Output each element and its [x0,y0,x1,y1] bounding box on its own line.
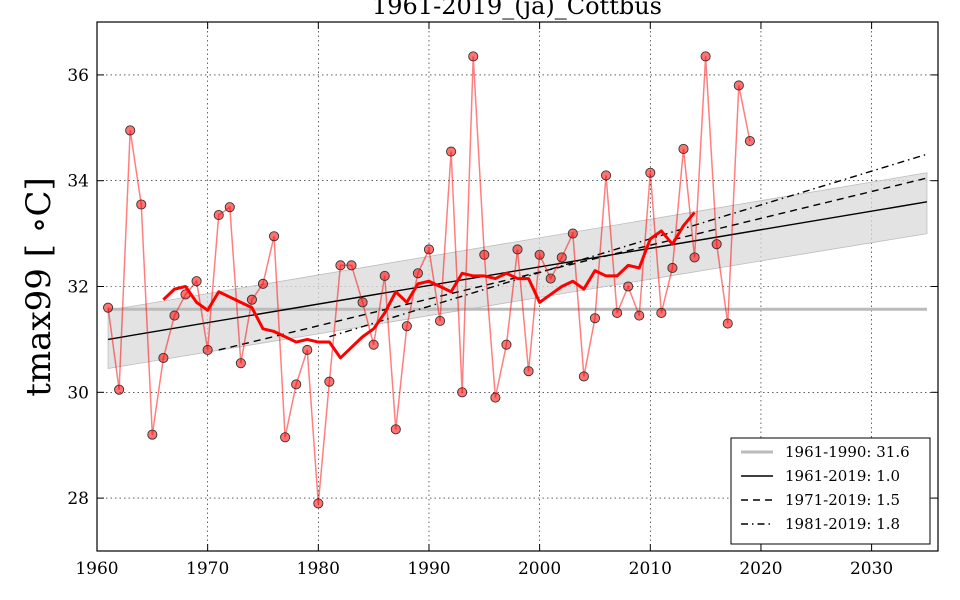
data-point [446,146,457,157]
data-point [556,252,567,263]
data-point [191,276,202,287]
data-point [733,80,744,91]
data-point [213,210,224,221]
x-tick-label: 2020 [739,559,782,579]
data-point [412,268,423,279]
data-point [401,321,412,332]
y-tick-label: 32 [67,278,89,298]
data-point [269,231,280,242]
data-point [169,310,180,321]
data-point [280,432,291,443]
data-point [534,249,545,260]
data-point [501,339,512,350]
data-point [302,344,313,356]
data-point [357,297,368,308]
trend-line [107,201,928,341]
axis-ticks: 1960 1970 1980 1990 2000 2010 2020 2030 28 30 32 34… [67,22,938,579]
legend-box [730,437,931,545]
data-point [711,239,722,250]
y-axis-label: tmax99 [ ∘C] [19,177,59,396]
x-tick-label: 1980 [297,559,340,579]
data-point [114,384,125,395]
chart-title: 1961-2019_(ja)_Cottbus [372,0,662,20]
data-point [468,51,479,62]
data-point [589,313,601,324]
data-point [257,278,269,289]
data-point [423,244,435,255]
grid [96,22,938,551]
x-tick-label: 1960 [75,559,118,579]
x-tick-label: 1970 [186,559,229,579]
data-point [313,498,324,509]
data-point [246,294,257,305]
data-point [324,376,335,387]
data-point [379,270,390,281]
trend-line [329,153,928,338]
data-point [235,358,246,369]
y-tick-label: 28 [67,489,89,509]
data-point [147,429,158,440]
data-point [689,252,700,263]
x-tick-label: 2010 [629,559,672,579]
data-point [335,260,346,271]
data-point [523,366,534,377]
data-point [600,170,612,181]
data-point [578,371,589,382]
y-tick-label: 34 [67,172,89,192]
data-point [224,202,235,213]
data-point [700,51,711,62]
x-tick-label: 1990 [407,559,450,579]
data-point [744,135,755,147]
data-point [645,167,656,178]
trend-line [218,177,928,351]
data-point [291,379,302,390]
data-point [103,302,114,313]
data-point [722,318,733,329]
legend: 1961-1990: 31.6 1961-2019: 1.0 1971-2019: … [730,437,931,545]
x-tick-label: 2000 [518,559,561,579]
data-point [434,315,446,326]
running-mean-line [162,211,696,360]
data-point [678,143,689,155]
data-point [479,249,490,260]
data-point [512,244,523,255]
data-point [623,281,634,292]
data-point [567,228,578,239]
data-point [346,260,357,271]
data-point [656,307,667,319]
data-point [457,387,468,398]
data-point [667,262,678,274]
legend-label: 1961-2019: 1.0 [785,467,900,485]
legend-label: 1981-2019: 1.8 [785,515,900,533]
data-point [202,344,213,356]
running-mean-layer [162,211,696,360]
y-tick-label: 30 [67,383,89,403]
data-point [136,199,147,210]
data-point [125,125,136,136]
trend-lines-layer [107,153,928,351]
data-point [390,424,401,435]
legend-label: 1971-2019: 1.5 [785,491,900,509]
data-point [612,307,623,319]
observation-layer [103,51,755,509]
data-point [490,392,501,403]
data-point [545,273,556,284]
data-point [158,352,169,363]
x-tick-label: 2030 [850,559,893,579]
data-point [368,339,379,350]
data-point [634,310,645,321]
legend-label: 1961-1990: 31.6 [785,443,910,461]
y-tick-label: 36 [67,66,89,86]
